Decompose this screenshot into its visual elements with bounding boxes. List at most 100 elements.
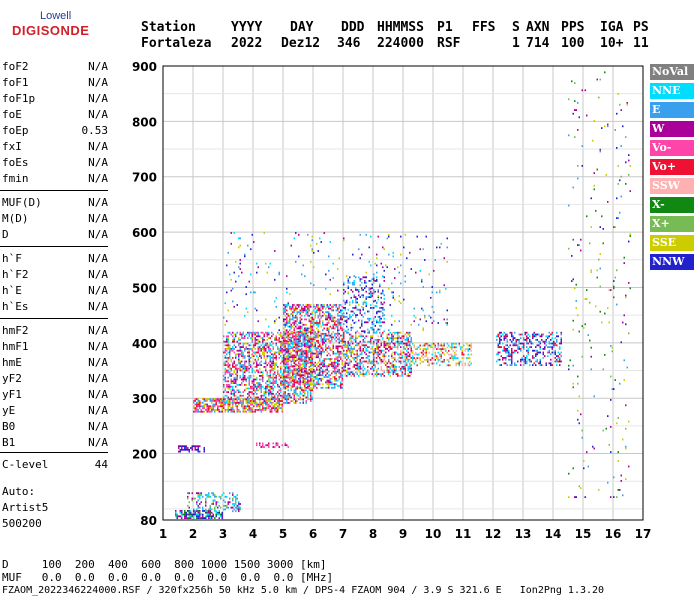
- echo-point: [347, 331, 349, 334]
- echo-point: [337, 350, 339, 353]
- echo-point: [286, 313, 288, 315]
- echo-point: [251, 371, 253, 374]
- echo-point: [266, 444, 268, 447]
- echo-point: [305, 356, 307, 359]
- echo-point: [278, 405, 280, 408]
- echo-point: [235, 333, 237, 336]
- echo-point: [389, 342, 391, 345]
- echo-point: [301, 349, 303, 351]
- echo-point: [317, 334, 319, 337]
- echo-point: [293, 237, 295, 240]
- echo-point: [511, 331, 513, 334]
- param-name: B0: [2, 420, 16, 433]
- echo-point: [394, 353, 396, 356]
- echo-point: [272, 353, 274, 356]
- echo-point: [286, 359, 288, 362]
- echo-point: [191, 497, 193, 500]
- echo-point: [331, 305, 333, 308]
- echo-point: [268, 362, 270, 365]
- echo-point: [217, 501, 219, 504]
- echo-point: [344, 360, 346, 363]
- echo-point: [311, 331, 313, 334]
- echo-point: [419, 359, 421, 361]
- echo-point: [346, 321, 348, 324]
- echo-point: [214, 494, 216, 496]
- echo-point: [325, 374, 327, 377]
- echo-point: [259, 362, 261, 365]
- echo-point: [370, 287, 372, 290]
- echo-point: [377, 235, 379, 238]
- echo-point: [194, 445, 196, 448]
- echo-point: [268, 376, 270, 379]
- echo-point: [628, 240, 630, 243]
- echo-point: [275, 398, 277, 400]
- echo-point: [371, 326, 373, 329]
- echo-point: [367, 371, 369, 374]
- echo-point: [316, 322, 318, 324]
- echo-point: [370, 264, 372, 267]
- echo-point: [323, 365, 325, 368]
- echo-point: [302, 378, 304, 381]
- echo-point: [331, 386, 333, 389]
- echo-point: [209, 511, 211, 514]
- echo-point: [199, 511, 201, 514]
- echo-point: [499, 339, 501, 341]
- echo-point: [196, 405, 198, 408]
- echo-point: [322, 365, 324, 368]
- echo-point: [394, 371, 396, 374]
- echo-point: [343, 299, 345, 302]
- echo-point: [403, 342, 405, 345]
- echo-point: [317, 356, 319, 359]
- echo-point: [295, 376, 297, 378]
- echo-point: [326, 379, 328, 382]
- echo-point: [265, 262, 267, 265]
- echo-point: [431, 346, 433, 349]
- echo-point: [347, 364, 349, 366]
- echo-point: [320, 361, 322, 364]
- echo-point: [284, 361, 286, 364]
- echo-point: [301, 322, 303, 324]
- echo-point: [347, 280, 349, 282]
- echo-point: [262, 353, 264, 356]
- echo-point: [311, 341, 313, 344]
- echo-point: [584, 298, 586, 300]
- echo-point: [236, 396, 238, 399]
- echo-point: [208, 410, 210, 413]
- echo-point: [233, 344, 235, 347]
- echo-point: [617, 417, 619, 419]
- echo-point: [556, 364, 558, 366]
- echo-point: [616, 112, 618, 115]
- echo-point: [233, 393, 235, 395]
- echo-point: [244, 405, 246, 408]
- echo-point: [226, 344, 228, 347]
- echo-point: [361, 305, 363, 308]
- echo-point: [376, 253, 378, 256]
- echo-point: [238, 246, 240, 249]
- echo-point: [620, 175, 622, 178]
- echo-point: [353, 375, 355, 377]
- echo-point: [281, 403, 283, 406]
- echo-point: [616, 496, 618, 498]
- echo-point: [385, 346, 387, 348]
- echo-point: [205, 503, 207, 505]
- echo-point: [328, 370, 330, 373]
- echo-point: [211, 400, 213, 402]
- echo-point: [250, 407, 252, 409]
- echo-point: [262, 403, 264, 406]
- echo-point: [260, 403, 262, 406]
- echo-point: [220, 401, 222, 404]
- echo-point: [361, 323, 363, 325]
- echo-point: [377, 348, 379, 350]
- echo-point: [286, 365, 288, 368]
- echo-point: [349, 351, 351, 354]
- echo-point: [274, 409, 276, 411]
- echo-point: [394, 337, 396, 339]
- echo-point: [359, 367, 361, 370]
- echo-point: [244, 409, 246, 411]
- echo-point: [424, 359, 426, 361]
- echo-point: [307, 345, 309, 348]
- echo-point: [359, 371, 361, 374]
- echo-point: [203, 510, 205, 512]
- echo-point: [313, 385, 315, 387]
- echo-point: [364, 281, 366, 284]
